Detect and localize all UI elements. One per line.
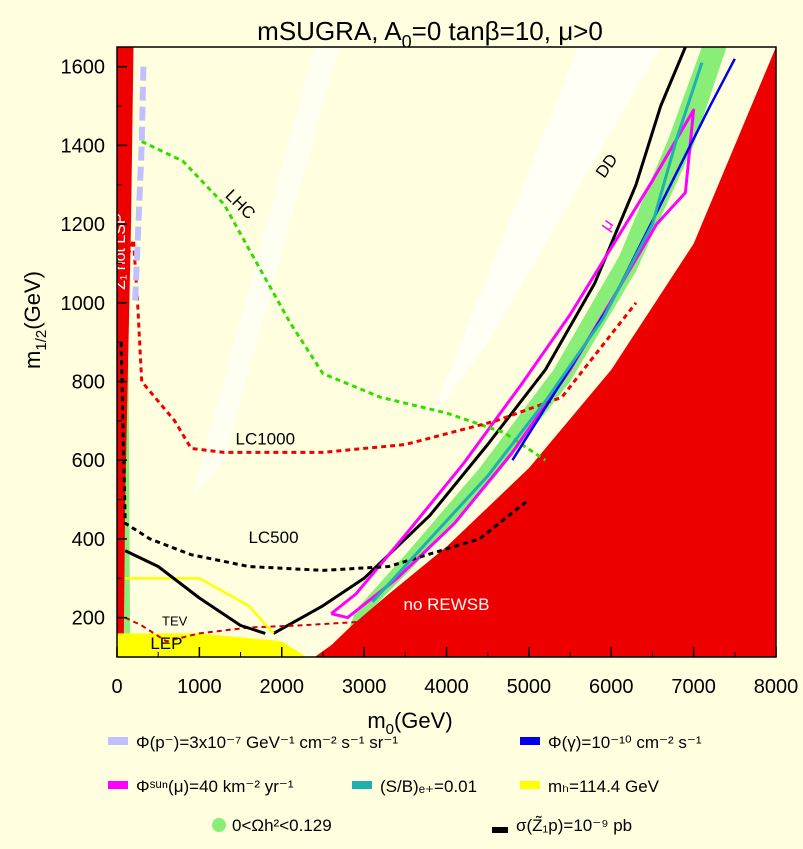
- legend: Φ(p⁻)=3x10⁻⁷ GeV⁻¹ cm⁻² s⁻¹ sr⁻¹ Φ(γ)=10…: [108, 733, 702, 835]
- x-tick-label-1: 1000: [177, 676, 222, 698]
- legend-text-mu: Φˢᵘⁿ(μ)=40 km⁻² yr⁻¹: [136, 777, 294, 796]
- curve-label-5: TEV: [162, 614, 188, 629]
- legend-text-sigma: σ(Z̃₁p)=10⁻⁹ pb: [516, 815, 632, 835]
- legend-swatch-sb: [352, 781, 372, 789]
- y-tick-label-7: 1600: [61, 57, 106, 79]
- y-axis-label: m1/2(GeV): [20, 271, 50, 369]
- legend-swatch-mu: [108, 781, 128, 789]
- x-axis-label: m0(GeV): [367, 708, 452, 738]
- y-tick-label-2: 600: [72, 450, 105, 472]
- region-label-z1-not-lsp: Z̃₁ not LSP: [110, 213, 130, 290]
- x-tick-label-7: 7000: [671, 676, 716, 698]
- region-z1-not-lsp: [117, 47, 134, 657]
- legend-text-pbar: Φ(p⁻)=3x10⁻⁷ GeV⁻¹ cm⁻² s⁻¹ sr⁻¹: [136, 733, 398, 752]
- series-line-4: [119, 342, 530, 572]
- y-tick-label-6: 1400: [61, 135, 106, 157]
- series-line-5: [124, 616, 365, 643]
- x-tick-label-3: 3000: [342, 676, 387, 698]
- x-tick-label-6: 6000: [589, 676, 634, 698]
- legend-swatch-gamma: [520, 737, 540, 745]
- y-tick-label-0: 200: [72, 608, 105, 630]
- excluded-band: [191, 47, 340, 500]
- series-line-6: [125, 577, 275, 635]
- legend-text-omega: 0<Ωh²<0.129: [232, 816, 332, 835]
- region-lep: [117, 633, 307, 657]
- curve-label-6: LEP: [150, 634, 182, 653]
- y-tick-label-3: 800: [72, 372, 105, 394]
- y-tick-label-1: 400: [72, 529, 105, 551]
- y-tick-label-4: 1000: [61, 293, 106, 315]
- series-line-2: [141, 140, 547, 462]
- x-tick-label-4: 4000: [424, 676, 469, 698]
- legend-text-mh: mₕ=114.4 GeV: [548, 777, 660, 796]
- legend-swatch-pbar: [108, 737, 128, 745]
- x-tick-label-8: 8000: [754, 676, 799, 698]
- series-line-0: [272, 47, 687, 635]
- legend-swatch-omega: [212, 818, 226, 832]
- curve-label-4: LC500: [248, 528, 298, 547]
- curve-label-7: no REWSB: [404, 595, 490, 614]
- legend-swatch-mh: [520, 781, 540, 789]
- series-line-7: [124, 549, 266, 635]
- chart-title: mSUGRA, A0=0 tanβ=10, μ>0: [257, 16, 603, 52]
- x-axis: 0 1000 2000 3000 4000 5000 6000 7000 8000: [111, 647, 798, 698]
- y-axis: 200 400 600 800 1000 1200 1400 1600: [61, 57, 127, 658]
- legend-swatch-sigma: [492, 827, 508, 833]
- legend-text-sb: (S/B)ₑ₊=0.01: [380, 777, 477, 796]
- series-line-1: [330, 108, 696, 620]
- x-tick-label-2: 2000: [260, 676, 305, 698]
- series-line-10: [371, 62, 704, 603]
- y-tick-label-5: 1200: [61, 214, 106, 236]
- region-no-rewsb: [314, 47, 776, 657]
- legend-text-gamma: Φ(γ)=10⁻¹⁰ cm⁻² s⁻¹: [548, 733, 702, 752]
- x-tick-label-0: 0: [111, 676, 122, 698]
- series-line-3: [123, 238, 638, 454]
- x-tick-label-5: 5000: [507, 676, 552, 698]
- curve-label-3: LC1000: [235, 429, 295, 448]
- excluded-band-right: [430, 47, 661, 421]
